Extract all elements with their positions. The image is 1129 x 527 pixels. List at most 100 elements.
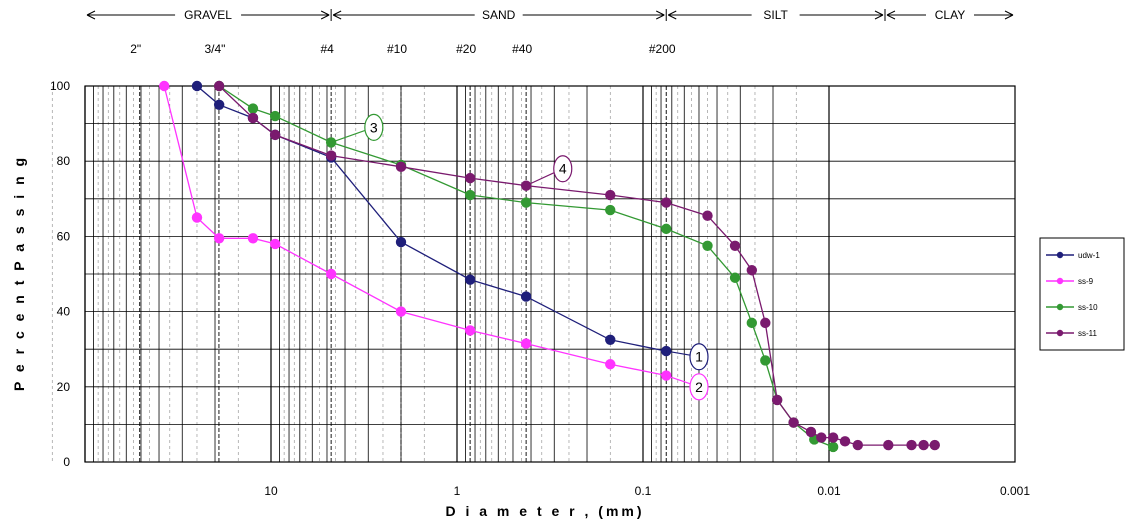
series-ss-9 [159, 80, 672, 381]
legend-swatch-marker [1056, 251, 1064, 259]
data-point [395, 306, 407, 317]
data-point [746, 265, 758, 276]
data-point [788, 417, 799, 428]
soil-class-label: SILT [763, 8, 788, 22]
data-point [661, 370, 672, 381]
arrow-head [874, 10, 884, 20]
legend: udw-1 ss-9 ss-10 ss-11 [1039, 237, 1125, 351]
sieve-label: 2" [130, 42, 141, 56]
data-point [213, 99, 225, 111]
data-point [746, 317, 758, 329]
series-layer [159, 80, 940, 453]
data-point [918, 439, 929, 451]
data-point [191, 212, 203, 223]
data-point [883, 439, 894, 451]
data-point [464, 325, 476, 336]
y-tick-label: 100 [50, 79, 70, 93]
data-point [852, 439, 864, 451]
x-axis-ticks: 10 1 0.1 0.01 0.001 [264, 484, 1030, 498]
legend-item: ss-11 [1046, 329, 1098, 338]
legend-label: udw-1 [1078, 251, 1100, 260]
data-point [191, 80, 203, 92]
data-point [702, 210, 713, 221]
data-point [325, 268, 337, 280]
plot-grid [51, 86, 1015, 462]
arrow-head [86, 10, 96, 20]
x-axis-title: D i a m e t e r , (mm) [445, 503, 644, 519]
y-tick-label: 60 [57, 229, 71, 243]
data-point [269, 129, 281, 141]
data-point [247, 233, 259, 244]
data-point [213, 233, 225, 244]
data-point [464, 172, 476, 184]
callout-bubble [689, 373, 709, 401]
data-point [269, 110, 281, 122]
data-point [464, 189, 476, 201]
data-point [605, 359, 616, 370]
callout-label: 1 [695, 349, 703, 365]
sieve-label: #40 [512, 42, 532, 56]
data-point [325, 137, 337, 148]
data-point [771, 394, 783, 406]
sieve-label: #4 [320, 42, 334, 56]
legend-item: udw-1 [1046, 251, 1100, 260]
data-point [395, 161, 407, 173]
legend-item: ss-10 [1046, 303, 1098, 312]
y-axis-ticks: 0 20 40 60 80 100 [50, 79, 70, 469]
data-point [464, 274, 476, 285]
data-point [269, 238, 281, 250]
y-tick-label: 20 [57, 380, 71, 394]
callout-bubble [689, 343, 709, 371]
arrow-head [332, 10, 342, 20]
x-tick-label: 10 [264, 484, 278, 498]
data-point [605, 204, 616, 216]
soil-class-label: GRAVEL [184, 8, 232, 22]
plot-frame [84, 85, 1016, 463]
callout-label: 3 [370, 119, 378, 135]
data-point [760, 355, 771, 366]
y-axis-title: P e r c e n t P a s s i n g [11, 155, 27, 391]
data-point [520, 291, 532, 302]
data-point [816, 432, 827, 443]
data-point [929, 439, 940, 451]
sieve-label: #10 [387, 42, 407, 56]
data-point [729, 272, 741, 283]
soil-class-band: GRAVEL SAND SILT CLAY [86, 8, 1014, 22]
data-point [605, 334, 616, 345]
data-point [520, 197, 532, 208]
data-point [213, 80, 225, 92]
sieve-label: 3/4" [204, 42, 225, 56]
arrow-head [668, 10, 677, 20]
series-line [196, 85, 667, 352]
x-tick-label: 0.1 [635, 484, 652, 498]
legend-swatch-marker [1056, 303, 1064, 311]
y-tick-label: 80 [57, 154, 71, 168]
legend-label: ss-9 [1078, 277, 1094, 286]
data-point [729, 240, 741, 251]
legend-swatch-marker [1056, 277, 1064, 285]
arrow-head [886, 10, 896, 20]
x-tick-label: 0.01 [817, 484, 841, 498]
series-udw-1 [191, 80, 672, 357]
data-point [702, 240, 713, 251]
data-point [247, 103, 259, 114]
sieve-size-band: 2" 3/4" #4 #10 #20 #40 #200 [130, 42, 676, 56]
data-point [805, 426, 817, 438]
data-point [661, 197, 672, 208]
data-point [325, 150, 337, 161]
x-tick-label: 1 [454, 484, 461, 498]
data-point [906, 439, 917, 451]
soil-class-label: CLAY [935, 8, 965, 22]
arrow-head [320, 10, 330, 20]
data-point [827, 441, 839, 453]
legend-label: ss-10 [1078, 303, 1098, 312]
y-tick-label: 40 [57, 305, 71, 319]
data-point [395, 236, 407, 248]
legend-swatch-marker [1056, 329, 1064, 337]
x-tick-label: 0.001 [1000, 484, 1030, 498]
series-ss-11 [213, 80, 940, 451]
legend-label: ss-11 [1078, 329, 1098, 338]
data-point [661, 345, 672, 357]
sieve-label: #200 [649, 42, 676, 56]
